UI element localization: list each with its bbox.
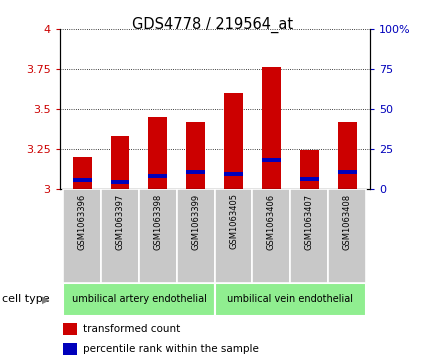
Text: GSM1063397: GSM1063397 (116, 193, 125, 250)
Text: GSM1063398: GSM1063398 (153, 193, 162, 250)
Bar (337, 170, 357, 174)
Text: ▶: ▶ (42, 294, 50, 305)
Bar (62, 323, 76, 335)
Bar (224, 93, 243, 189)
Text: GSM1063399: GSM1063399 (191, 193, 200, 250)
Bar (110, 180, 130, 184)
Text: umbilical vein endothelial: umbilical vein endothelial (227, 294, 353, 305)
Bar (63, 283, 215, 316)
Text: GSM1063407: GSM1063407 (305, 193, 314, 250)
Bar (186, 170, 205, 174)
Bar (328, 189, 366, 283)
Bar (63, 189, 101, 283)
Text: transformed count: transformed count (83, 325, 180, 334)
Text: umbilical artery endothelial: umbilical artery endothelial (71, 294, 207, 305)
Text: GSM1063405: GSM1063405 (229, 193, 238, 249)
Text: GSM1063396: GSM1063396 (78, 193, 87, 250)
Bar (139, 189, 177, 283)
Bar (177, 189, 215, 283)
Bar (73, 178, 92, 182)
Bar (262, 158, 281, 162)
Bar (62, 343, 76, 355)
Text: GDS4778 / 219564_at: GDS4778 / 219564_at (132, 16, 293, 33)
Bar (224, 172, 243, 176)
Bar (101, 189, 139, 283)
Bar (300, 177, 319, 181)
Text: cell type: cell type (2, 294, 50, 305)
Bar (110, 136, 130, 189)
Bar (148, 117, 167, 189)
Bar (262, 68, 281, 189)
Bar (215, 189, 252, 283)
Bar (300, 150, 319, 189)
Bar (290, 189, 328, 283)
Bar (252, 189, 290, 283)
Bar (186, 122, 205, 189)
Text: GSM1063406: GSM1063406 (267, 193, 276, 250)
Text: percentile rank within the sample: percentile rank within the sample (83, 344, 259, 354)
Bar (337, 122, 357, 189)
Bar (215, 283, 366, 316)
Text: GSM1063408: GSM1063408 (343, 193, 351, 250)
Bar (148, 174, 167, 178)
Bar (73, 157, 92, 189)
